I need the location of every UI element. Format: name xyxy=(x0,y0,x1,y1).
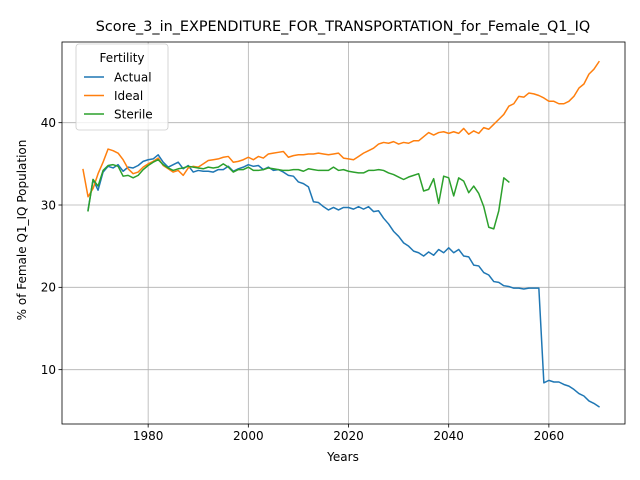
y-axis-label: % of Female Q1_IQ Population xyxy=(15,140,29,321)
series-line-actual xyxy=(87,154,600,408)
y-tick-label: 20 xyxy=(41,281,56,295)
legend-box xyxy=(75,43,169,131)
series-line-sterile xyxy=(87,158,510,230)
legend-label-actual: Actual xyxy=(114,70,152,84)
plot-frame xyxy=(61,41,626,425)
x-tick-label: 2040 xyxy=(433,429,464,443)
y-tick-label: 10 xyxy=(41,363,56,377)
y-tick-label: 40 xyxy=(41,116,56,130)
x-tick-label: 1980 xyxy=(133,429,164,443)
x-tick-label: 2020 xyxy=(333,429,364,443)
legend-label-ideal: Ideal xyxy=(114,89,143,103)
legend-items: Actual Ideal Sterile xyxy=(84,70,153,121)
y-tick-label: 30 xyxy=(41,198,56,212)
legend: Fertility Actual Ideal Sterile xyxy=(75,43,169,131)
series-line-ideal xyxy=(82,60,600,198)
axis-ticks: 1980 2000 2020 2040 2060 10 20 30 40 xyxy=(41,116,564,443)
legend-title: Fertility xyxy=(99,51,144,65)
x-tick-label: 2000 xyxy=(233,429,264,443)
x-tick-label: 2060 xyxy=(534,429,565,443)
series-layer xyxy=(82,60,600,408)
legend-label-sterile: Sterile xyxy=(114,107,153,121)
chart-title: Score_3_in_EXPENDITURE_FOR_TRANSPORTATIO… xyxy=(96,19,590,35)
x-axis-label: Years xyxy=(326,450,359,464)
